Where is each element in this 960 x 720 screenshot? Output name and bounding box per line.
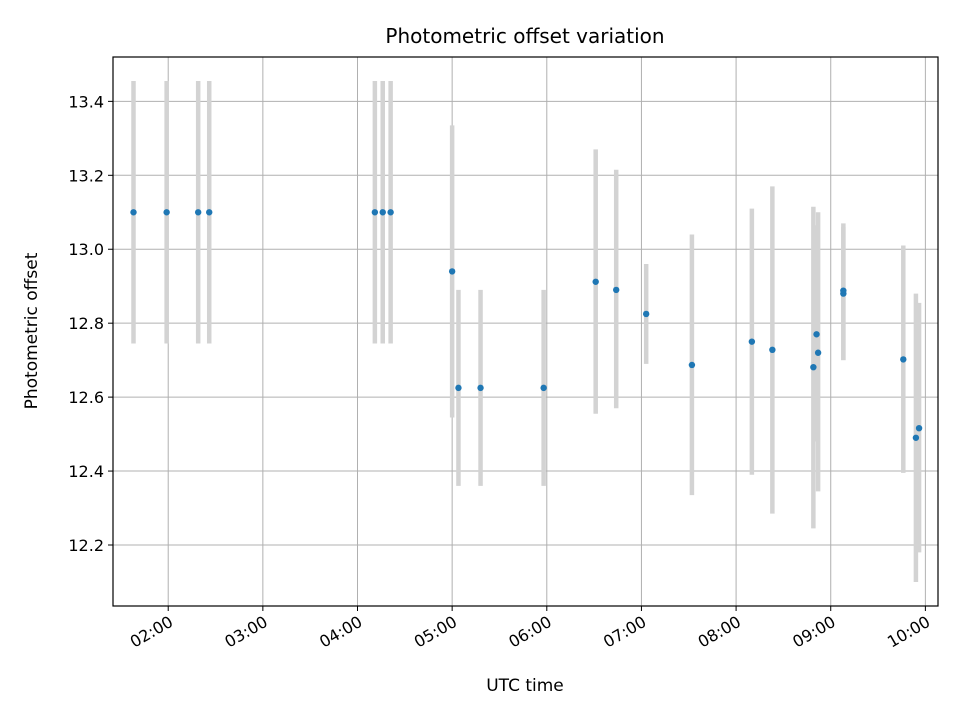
plot-frame <box>112 56 939 607</box>
data-point <box>613 286 620 294</box>
data-points <box>130 209 923 441</box>
data-point <box>206 209 213 216</box>
data-point <box>769 346 776 353</box>
data-point <box>387 209 394 216</box>
data-point <box>688 361 696 369</box>
data-point <box>540 384 547 392</box>
x-axis-label: UTC time <box>486 676 564 696</box>
data-point <box>592 278 599 285</box>
y-tick-label: 13.2 <box>68 166 104 185</box>
y-tick-label: 12.6 <box>68 388 104 407</box>
data-point <box>810 363 817 371</box>
data-point <box>448 268 456 275</box>
y-tick-label: 12.4 <box>68 462 104 481</box>
data-point <box>194 209 202 216</box>
data-point <box>477 384 484 392</box>
chart-title: Photometric offset variation <box>385 24 664 48</box>
data-point <box>900 356 907 363</box>
data-point <box>748 338 756 345</box>
data-point <box>915 424 923 432</box>
data-point <box>840 290 847 297</box>
y-tick-label: 12.8 <box>68 314 104 333</box>
data-point <box>814 349 822 356</box>
y-tick-label: 12.2 <box>68 536 104 555</box>
data-point <box>455 384 462 392</box>
y-axis-label: Photometric offset <box>22 252 42 409</box>
data-point <box>379 209 386 216</box>
data-point <box>642 310 650 318</box>
data-point <box>912 434 920 441</box>
data-point <box>130 209 137 216</box>
y-tick-label: 13.0 <box>68 240 104 259</box>
data-point <box>163 209 170 216</box>
y-axis: 12.2 12.4 12.6 12.8 13.0 13.2 13.4 <box>68 92 113 555</box>
data-point <box>813 331 820 338</box>
data-point <box>371 209 379 216</box>
y-tick-label: 13.4 <box>68 92 104 111</box>
